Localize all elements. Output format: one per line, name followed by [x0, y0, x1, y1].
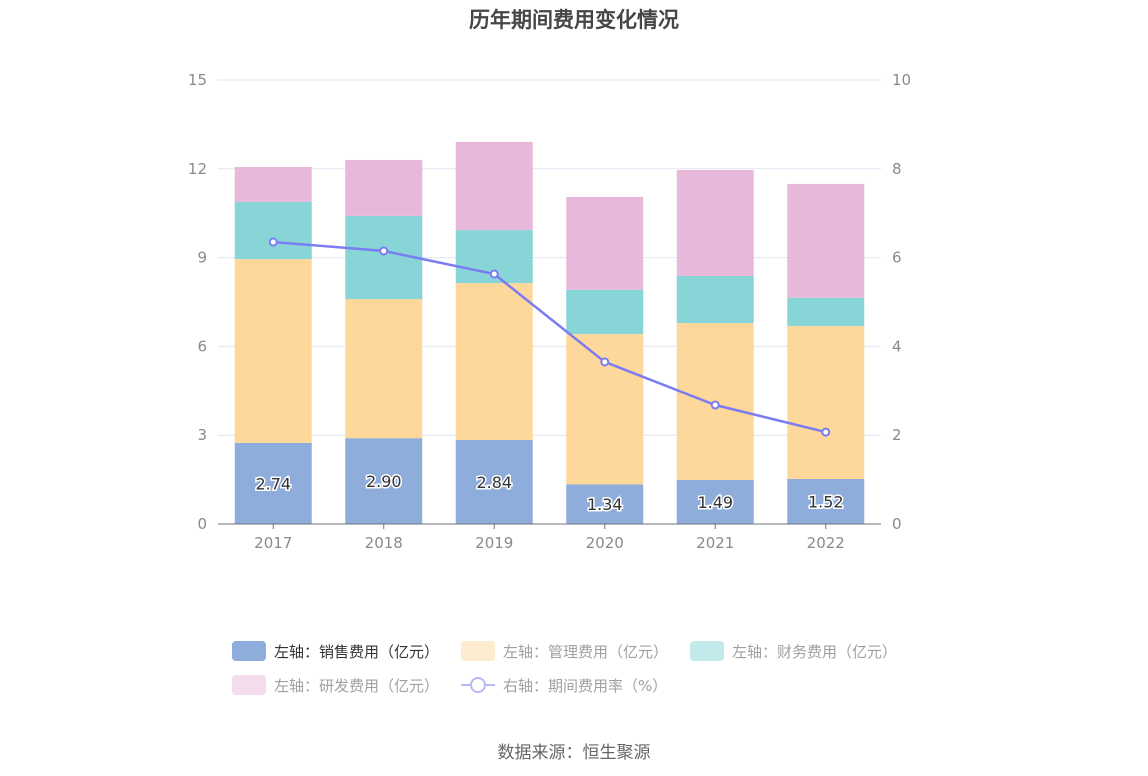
left-axis-tick-label: 12 — [188, 160, 207, 178]
x-axis-tick-label: 2018 — [365, 534, 403, 552]
legend-label-expense-rate: 右轴：期间费用率（%） — [503, 676, 668, 695]
data-label: 1.34 — [587, 495, 623, 514]
left-axis-tick-label: 3 — [197, 426, 207, 444]
expense-rate-point — [268, 237, 278, 247]
legend-item-expense-rate[interactable]: 右轴：期间费用率（%） — [461, 675, 667, 696]
right-axis-tick-label: 0 — [892, 515, 902, 533]
right-axis-tick-label: 2 — [892, 426, 902, 444]
bar-segment — [787, 325, 865, 480]
data-source: 数据来源：恒生聚源 — [497, 743, 651, 763]
data-label: 1.52 — [808, 493, 844, 512]
x-axis-tick-label: 2017 — [254, 534, 292, 552]
left-axis-tick-label: 9 — [197, 249, 207, 267]
bar-segment — [234, 442, 312, 524]
legend-label-admin: 左轴：管理费用（亿元） — [503, 642, 669, 661]
bar-segment — [566, 333, 644, 485]
x-axis-tick-label: 2019 — [475, 534, 513, 552]
data-label: 1.49 — [697, 493, 733, 512]
bar-segment — [787, 297, 865, 326]
legend-line-icon — [461, 675, 496, 695]
legend: 左轴：销售费用（亿元） 左轴：管理费用（亿元） 左轴：财务费用（亿元） 左轴：研… — [232, 640, 919, 708]
expense-rate-point — [379, 246, 389, 256]
bar-segment — [566, 196, 644, 290]
expense-rate-point — [489, 269, 499, 279]
legend-swatch-rd — [232, 675, 266, 695]
expense-rate-point — [821, 427, 831, 437]
x-axis-tick-label: 2020 — [586, 534, 624, 552]
bar-segment — [566, 484, 644, 524]
bar-segment — [345, 438, 423, 524]
left-axis-tick-label: 6 — [197, 337, 207, 355]
legend-item-admin[interactable]: 左轴：管理费用（亿元） — [461, 641, 668, 662]
bar-segment — [455, 141, 533, 231]
chart-title: 历年期间费用变化情况 — [469, 8, 679, 32]
bar-segment — [676, 275, 754, 324]
data-label: 2.90 — [366, 472, 402, 491]
legend-item-rd[interactable]: 左轴：研发费用（亿元） — [232, 675, 439, 696]
right-axis-tick-label: 6 — [892, 249, 902, 267]
right-axis-tick-label: 8 — [892, 160, 902, 178]
x-axis-tick-label: 2022 — [807, 534, 845, 552]
expense-rate-point — [710, 400, 720, 410]
bar-segment — [676, 479, 754, 524]
right-axis-tick-label: 4 — [892, 337, 902, 355]
bar-segment — [234, 167, 312, 202]
bar-segment — [787, 479, 865, 524]
bar-segment — [566, 289, 644, 334]
bar-segment — [676, 169, 754, 276]
left-axis-tick-label: 0 — [197, 515, 207, 533]
legend-label-rd: 左轴：研发费用（亿元） — [274, 676, 440, 695]
bar-segment — [787, 183, 865, 298]
data-label: 2.84 — [476, 473, 512, 492]
expense-rate-point — [600, 357, 610, 367]
legend-label-finance: 左轴：财务费用（亿元） — [732, 642, 898, 661]
legend-swatch-admin — [461, 641, 496, 661]
bar-segment — [234, 201, 312, 260]
bar-segment — [345, 299, 423, 439]
data-label: 2.74 — [255, 474, 291, 493]
legend-item-finance[interactable]: 左轴：财务费用（亿元） — [690, 641, 897, 662]
left-axis-tick-label: 15 — [188, 71, 207, 89]
right-axis-tick-label: 10 — [892, 71, 911, 89]
expense-rate-line — [273, 240, 827, 434]
bar-segment — [455, 283, 533, 440]
legend-label-sales: 左轴：销售费用（亿元） — [274, 642, 440, 661]
x-axis-tick-label: 2021 — [696, 534, 734, 552]
legend-swatch-finance — [690, 641, 725, 661]
bar-segment — [234, 259, 312, 443]
bar-segment — [345, 159, 423, 216]
legend-item-sales[interactable]: 左轴：销售费用（亿元） — [232, 641, 439, 662]
bar-segment — [455, 439, 533, 524]
legend-swatch-sales — [232, 641, 266, 661]
